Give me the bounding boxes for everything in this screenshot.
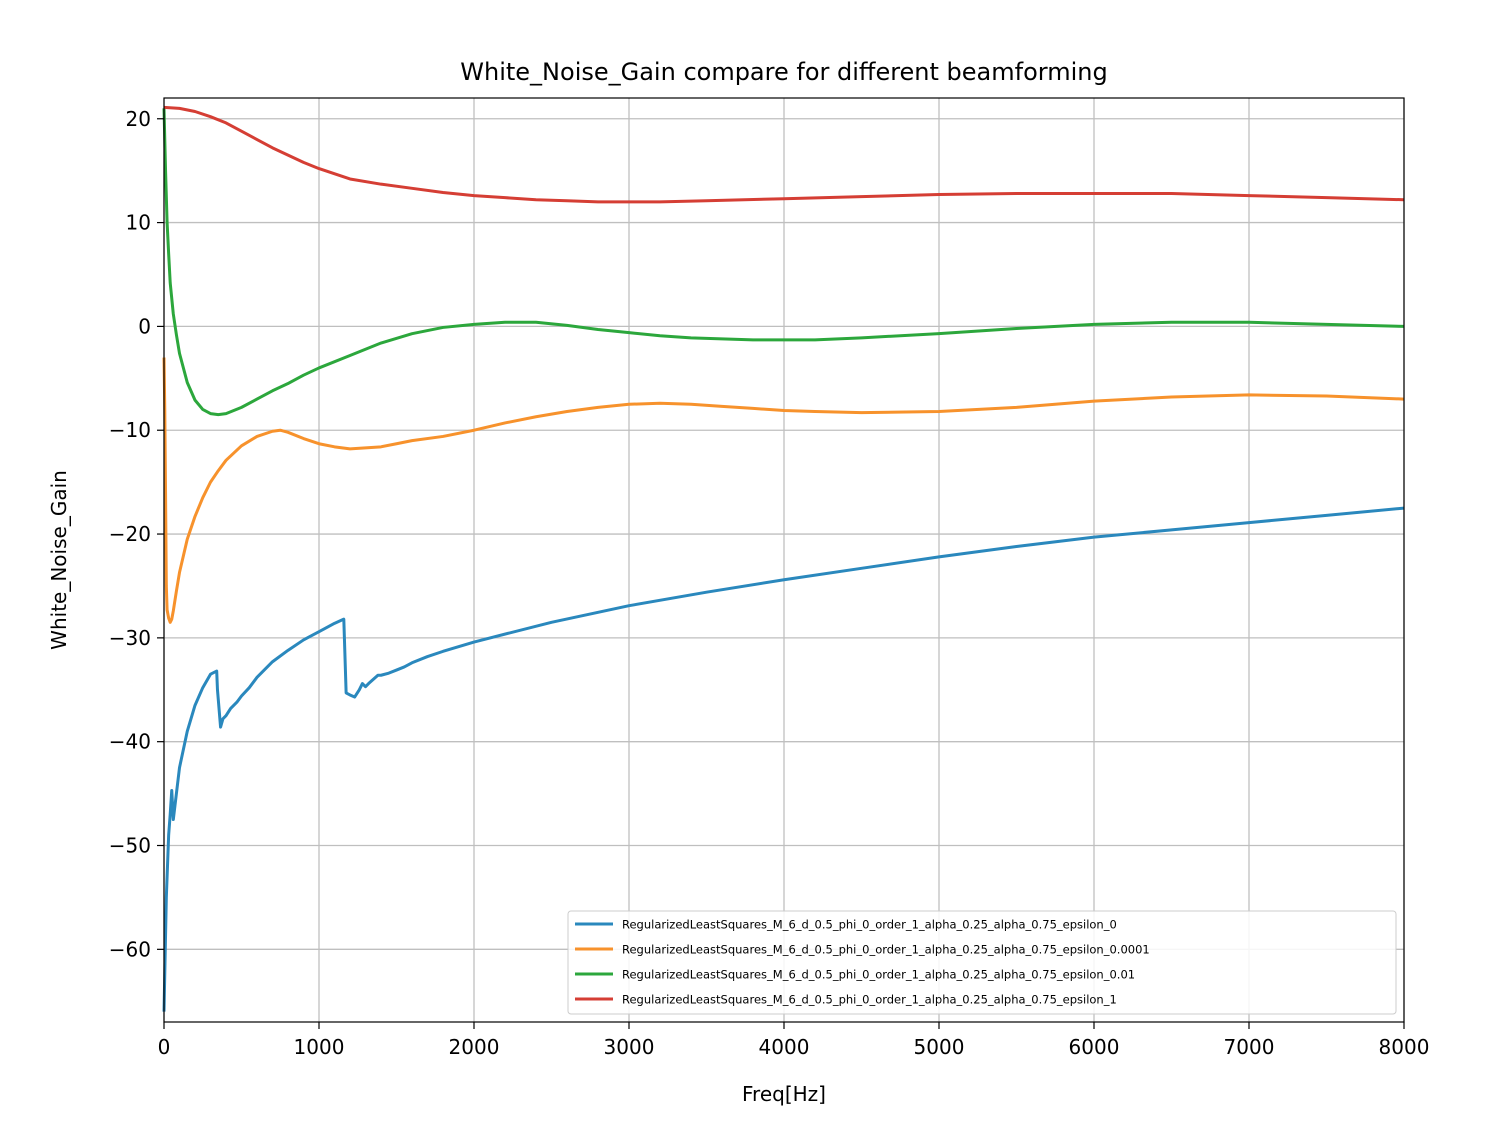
x-tick-label: 1000 (294, 1035, 345, 1059)
ticks: 0 1000 2000 3000 4000 5000 6000 7000 8000 20 10 0 −1… (109, 107, 1430, 1059)
legend-label: RegularizedLeastSquares_M_6_d_0.5_phi_0_… (622, 918, 1117, 932)
x-tick-label: 4000 (759, 1035, 810, 1059)
x-tick-label: 2000 (449, 1035, 500, 1059)
x-tick-label: 3000 (604, 1035, 655, 1059)
chart-title: White_Noise_Gain compare for different b… (460, 58, 1107, 86)
x-tick-label: 6000 (1069, 1035, 1120, 1059)
y-tick-label: −10 (109, 418, 151, 442)
y-axis-label: White_Noise_Gain (47, 470, 71, 650)
series-line-2 (162, 357, 1405, 624)
series-layer (162, 105, 1405, 1012)
legend: RegularizedLeastSquares_M_6_d_0.5_phi_0_… (567, 910, 1397, 1015)
series-line-3 (162, 108, 1405, 417)
legend-label: RegularizedLeastSquares_M_6_d_0.5_phi_0_… (622, 993, 1117, 1007)
legend-label: RegularizedLeastSquares_M_6_d_0.5_phi_0_… (622, 943, 1150, 957)
y-tick-label: −40 (109, 730, 151, 754)
y-tick-label: 10 (126, 211, 151, 235)
legend-label: RegularizedLeastSquares_M_6_d_0.5_phi_0_… (622, 968, 1135, 982)
y-tick-label: −20 (109, 522, 151, 546)
legend-box (567, 910, 1397, 1015)
y-tick-label: 0 (138, 314, 151, 338)
y-tick-label: −60 (109, 937, 151, 961)
x-axis-label: Freq[Hz] (742, 1082, 826, 1106)
series-line-1 (162, 506, 1405, 1012)
x-tick-label: 0 (158, 1035, 171, 1059)
x-tick-label: 5000 (914, 1035, 965, 1059)
series-line-4 (163, 105, 1405, 204)
y-tick-label: −50 (109, 834, 151, 858)
x-tick-label: 7000 (1224, 1035, 1275, 1059)
y-tick-label: −30 (109, 626, 151, 650)
x-tick-label: 8000 (1379, 1035, 1430, 1059)
y-tick-label: 20 (126, 107, 151, 131)
